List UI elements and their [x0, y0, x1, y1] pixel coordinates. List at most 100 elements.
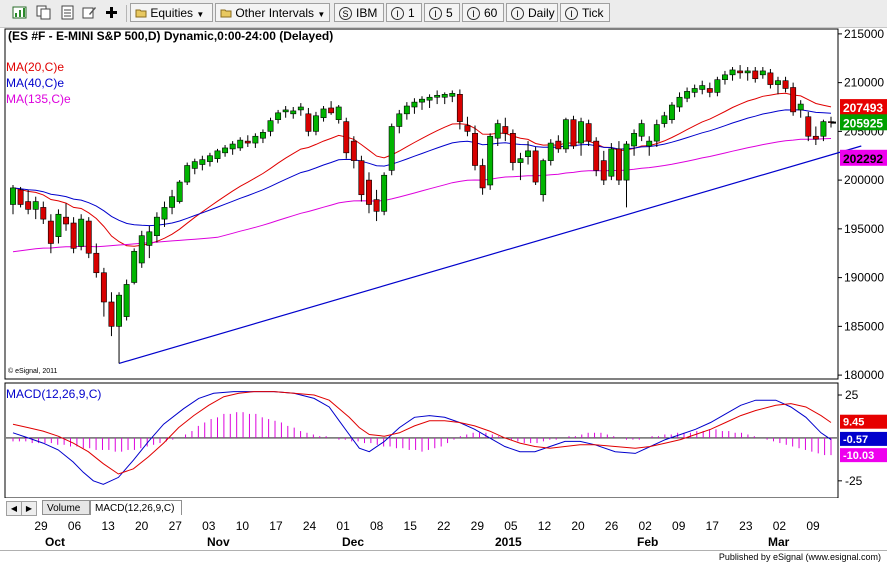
candle-down [343, 121, 350, 154]
tick-button[interactable]: I Tick [560, 3, 610, 22]
interval-60-button[interactable]: I 60 [462, 3, 504, 22]
candle-up [562, 119, 569, 150]
x-axis-day-label: 17 [269, 519, 283, 533]
scroll-left-arrow[interactable]: ◀ [6, 501, 22, 516]
chevron-down-icon: ▼ [317, 10, 326, 19]
macd-y-tick-label: 25 [845, 388, 859, 402]
y-axis-tick-label: 185000 [844, 319, 884, 333]
candle-up [441, 94, 448, 98]
candle-down [532, 150, 539, 183]
macd-value-label-text: -0.57 [843, 434, 868, 446]
tab-macd[interactable]: MACD(12,26,9,C) [90, 500, 182, 515]
candle-up [116, 294, 122, 327]
candle-up [449, 93, 456, 97]
x-axis-day-label: 23 [739, 519, 753, 533]
candle-up [547, 142, 554, 161]
candle-down [70, 222, 77, 249]
candle-down [108, 301, 115, 327]
candle-up [729, 69, 736, 76]
scroll-right-arrow[interactable]: ▶ [21, 501, 37, 516]
x-axis-day-label: 29 [470, 519, 485, 533]
candle-down [502, 126, 509, 134]
candle-up [214, 150, 221, 159]
symbol-button[interactable]: S IBM [334, 3, 384, 22]
candle-up [820, 121, 827, 137]
add-icon[interactable] [104, 5, 119, 20]
candle-down [373, 199, 380, 212]
candle-up [55, 213, 62, 237]
candle-down [464, 125, 471, 132]
y-axis-tick-label: 180000 [844, 368, 884, 382]
daily-button[interactable]: I Daily [506, 3, 558, 22]
candle-down [555, 140, 562, 150]
candle-down [63, 216, 69, 225]
x-axis-day-label: 02 [638, 519, 652, 533]
candle-up [722, 74, 728, 80]
chart-area[interactable]: 2150002100002050002000001950001900001850… [0, 28, 887, 498]
candle-up [146, 231, 153, 246]
x-axis-month-label: Mar [768, 535, 790, 549]
candle-down [40, 207, 47, 220]
candle-down [752, 70, 759, 80]
candle-up [176, 181, 183, 202]
candle-up [759, 70, 766, 76]
candle-up [744, 70, 751, 74]
candle-up [381, 174, 388, 212]
x-axis-day-label: 29 [34, 519, 48, 533]
equities-dropdown[interactable]: Equities ▼ [130, 3, 213, 22]
macd-value-label-text: -10.03 [843, 450, 874, 462]
macd-signal-line [12, 391, 832, 475]
macd-y-tick-label: -25 [845, 474, 863, 488]
ma135-legend: MA(135,C)e [6, 92, 71, 106]
candle-up [653, 124, 660, 142]
candle-up [259, 132, 266, 139]
candle-up [434, 94, 441, 98]
x-axis-day-label: 08 [369, 519, 384, 533]
copy-icon[interactable] [36, 5, 51, 20]
interval-1-label: 1 [408, 6, 415, 20]
y-axis-tick-label: 215000 [844, 28, 884, 41]
candle-up [540, 160, 547, 196]
x-axis-day-label: 20 [135, 519, 149, 533]
interval-5-label: 5 [446, 6, 453, 20]
page-icon[interactable] [60, 5, 75, 20]
symbol-icon: S [339, 7, 352, 21]
price-label-box [840, 149, 887, 166]
candle-down [812, 135, 819, 140]
candle-up [229, 143, 236, 150]
candle-down [17, 189, 24, 205]
candle-down [366, 179, 372, 205]
other-intervals-dropdown[interactable]: Other Intervals ▼ [215, 3, 330, 22]
properties-icon[interactable] [82, 5, 97, 20]
candle-down [615, 148, 622, 181]
y-axis-tick-label: 210000 [844, 76, 884, 90]
tab-volume[interactable]: Volume [42, 500, 90, 515]
x-axis-day-label: 09 [806, 519, 820, 533]
candle-up [676, 96, 683, 108]
x-axis-day-label: 02 [772, 519, 787, 533]
candle-up [161, 207, 168, 220]
candle-down [100, 272, 107, 303]
candle-down [93, 252, 100, 274]
interval-icon: I [429, 7, 442, 21]
chart-icon[interactable] [12, 5, 27, 20]
x-axis-month-label: Nov [207, 535, 230, 549]
x-axis-day-label: 10 [235, 519, 250, 533]
candle-down [358, 160, 365, 196]
candle-down [350, 140, 357, 161]
candle-up [638, 123, 645, 137]
candle-up [396, 113, 403, 127]
candle-down [328, 107, 335, 114]
chevron-down-icon: ▼ [196, 10, 205, 19]
candle-down [706, 88, 713, 93]
candle-up [169, 196, 176, 208]
candle-up [313, 115, 319, 132]
candle-up [699, 85, 706, 90]
interval-icon: I [511, 7, 524, 21]
symbol-label: IBM [356, 6, 378, 20]
macd-line [12, 391, 832, 485]
macd-value-label-text: 9.45 [843, 417, 864, 429]
candle-down [47, 220, 54, 244]
